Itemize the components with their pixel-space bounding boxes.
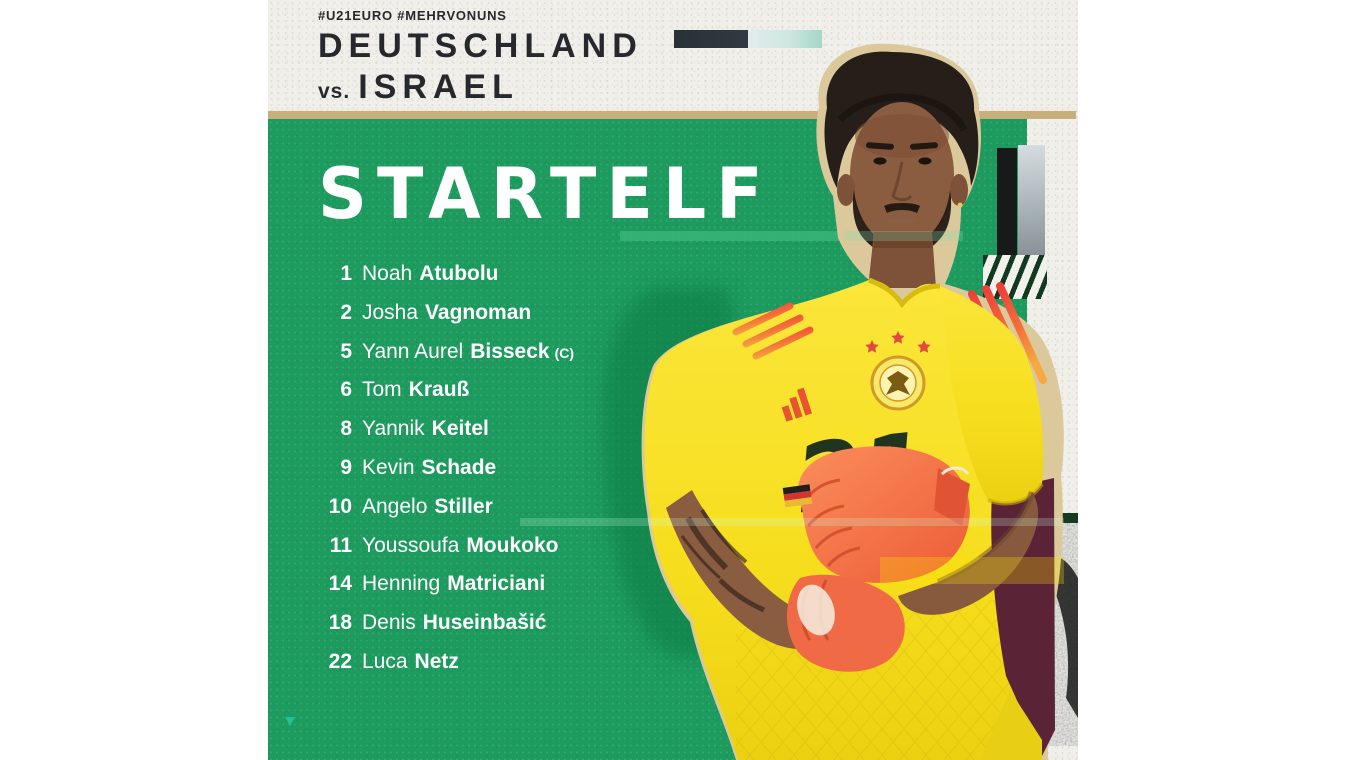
teal-triangle-mark	[285, 717, 295, 726]
lineup-row: 6 Tom Krauß	[318, 378, 574, 402]
player-number: 22	[328, 649, 352, 673]
player-number: 18	[328, 611, 352, 635]
lineup-row: 5 Yann Aurel Bisseck (C)	[318, 340, 574, 364]
lineup-heading: STARTELF	[318, 153, 773, 236]
player-last-name: Keitel	[431, 417, 489, 441]
poster-canvas: #U21EURO #MEHRVONUNS DEUTSCHLAND vs. ISRA…	[268, 0, 1078, 760]
player-last-name: Huseinbašić	[422, 611, 547, 635]
player-number: 8	[340, 417, 352, 441]
player-first-name: Kevin	[362, 455, 415, 479]
lineup-row: 10 Angelo Stiller	[318, 495, 574, 519]
player-last-name: Netz	[414, 649, 459, 673]
player-first-name: Henning	[362, 572, 441, 596]
player-ear-right	[950, 174, 968, 206]
glitch-gray-gradient-bar	[1018, 145, 1045, 258]
lineup-row: 14 Henning Matriciani	[318, 572, 574, 596]
player-number: 2	[340, 300, 352, 324]
lineup-row: 18 Denis Huseinbašić	[318, 611, 574, 635]
player-number: 5	[340, 339, 352, 363]
glove-flag-patch	[782, 484, 813, 508]
player-hair	[824, 51, 979, 188]
player-first-name: Yann Aurel	[362, 339, 464, 363]
player-first-name: Youssoufa	[362, 533, 460, 557]
adidas-shoulder-stripes-left	[732, 302, 814, 360]
right-sleeve	[940, 286, 1044, 504]
glove-cuff	[934, 468, 970, 526]
player-number: 11	[329, 533, 352, 557]
captain-badge: (C)	[554, 344, 575, 361]
lineup-row: 2 Josha Vagnoman	[318, 301, 574, 325]
player-last-name: Stiller	[434, 494, 493, 518]
player-number: 1	[340, 262, 352, 285]
player-number: 14	[328, 572, 352, 596]
player-first-name: Denis	[362, 611, 416, 635]
earring	[957, 202, 963, 208]
gold-divider-stripe	[268, 111, 1076, 119]
player-last-name: Vagnoman	[425, 300, 532, 324]
lineup-row: 11 Youssoufa Moukoko	[318, 534, 574, 558]
vs-label: vs.	[318, 80, 351, 103]
player-first-name: Noah	[362, 262, 413, 285]
team-away-line: vs. ISRAEL	[318, 70, 643, 104]
glitch-black-bar	[997, 148, 1017, 258]
lineup-list: 1 Noah Atubolu 2 Josha Vagnoman 5 Yann Aurel B…	[318, 262, 574, 689]
player-eye-left	[873, 157, 887, 165]
flag-bar-light-segment	[748, 30, 822, 48]
player-first-name: Yannik	[362, 417, 425, 441]
player-photo: 21	[641, 43, 1064, 760]
player-last-name: Moukoko	[466, 533, 559, 557]
flag-bar-dark-segment	[674, 30, 748, 48]
player-last-name: Schade	[421, 455, 497, 479]
dfb-crest	[870, 355, 926, 411]
champion-stars	[865, 331, 931, 353]
team-away-title: ISRAEL	[358, 68, 519, 106]
hashtags: #U21EURO #MEHRVONUNS	[318, 8, 507, 23]
flag-accent-bar	[674, 30, 822, 48]
right-forearm	[898, 492, 1039, 615]
player-ear-left	[837, 174, 855, 206]
player-last-name: Matriciani	[447, 572, 546, 596]
lineup-row: 1 Noah Atubolu	[318, 262, 574, 286]
team-home-title: DEUTSCHLAND	[318, 27, 643, 65]
player-last-name: Krauß	[408, 378, 470, 402]
player-first-name: Josha	[362, 300, 419, 324]
player-number: 10	[328, 494, 352, 518]
lineup-row: 9 Kevin Schade	[318, 456, 574, 480]
glove-main	[798, 446, 970, 583]
player-first-name: Angelo	[362, 494, 428, 518]
lineup-row: 22 Luca Netz	[318, 650, 574, 674]
player-last-name: Atubolu	[419, 262, 499, 285]
player-number: 9	[340, 455, 352, 479]
glitch-striped-block	[983, 255, 1047, 299]
glitch-band-yellow	[880, 557, 1064, 584]
player-first-name: Tom	[362, 378, 402, 402]
player-number: 6	[340, 378, 352, 402]
adidas-logo	[781, 387, 813, 422]
player-first-name: Luca	[362, 649, 408, 673]
player-last-name: Bisseck	[470, 339, 550, 363]
player-eye-right	[918, 157, 932, 165]
tattooed-forearm	[666, 490, 818, 649]
glitch-band-mid	[520, 518, 1064, 526]
glitch-band-neck	[620, 231, 870, 241]
lineup-row: 8 Yannik Keitel	[318, 417, 574, 441]
match-header: #U21EURO #MEHRVONUNS DEUTSCHLAND vs. ISRA…	[318, 8, 643, 104]
tattoos	[680, 508, 765, 613]
